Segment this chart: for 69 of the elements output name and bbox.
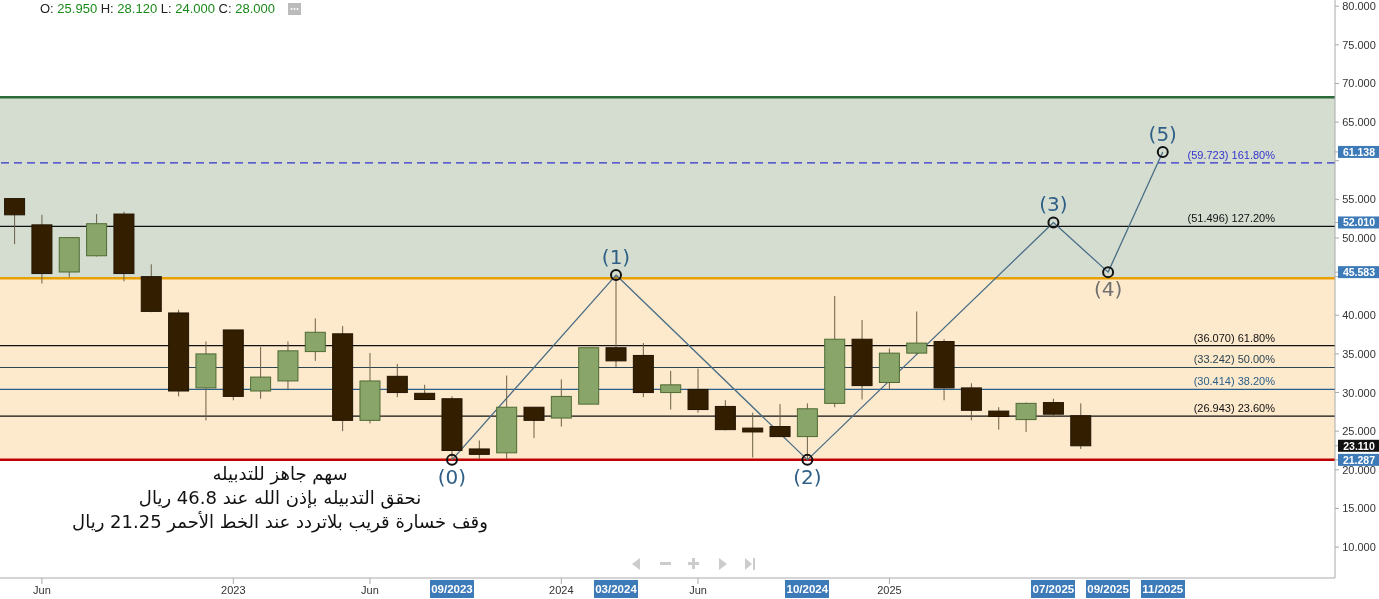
candlestick — [250, 346, 272, 400]
annotation: وقف خسارة قريب بلاتردد عند الخط الأحمر 21.25 ريال — [71, 510, 489, 534]
annotation: سهم جاهز للتدبيله — [212, 463, 348, 484]
y-tick-label: 65.000 — [1342, 116, 1376, 129]
y-tick-label: 20.000 — [1342, 463, 1376, 476]
candlestick — [550, 378, 572, 428]
y-tick-label: 30.000 — [1342, 386, 1376, 399]
candlestick — [687, 368, 709, 414]
y-tick-label: 61.138 — [1342, 145, 1376, 158]
annotation: نحقق التدبيله بإذن الله عند 46.8 ريال — [138, 487, 422, 508]
x-tick-label: 2024 — [549, 583, 574, 596]
y-tick-label: 25.000 — [1342, 425, 1376, 438]
candlestick — [660, 370, 682, 411]
y-tick-label: 40.000 — [1342, 309, 1376, 322]
annotation: (5) — [1147, 121, 1178, 146]
annotation: 03/2024 — [594, 580, 638, 598]
candlestick — [714, 399, 736, 431]
annotation: 10/2024 — [785, 580, 830, 598]
y-tick-label: 45.583 — [1342, 266, 1376, 279]
candlestick — [4, 198, 26, 245]
candlestick — [523, 406, 545, 439]
ref-line-label: (59.723) 161.80% — [1187, 148, 1276, 161]
y-tick-label: 35.000 — [1342, 347, 1376, 360]
annotation: (2) — [792, 464, 823, 489]
annotation: 07/2025 — [1031, 580, 1076, 598]
x-tick-label: 2023 — [221, 583, 246, 596]
annotation: (3) — [1038, 192, 1069, 217]
y-tick-label: 21.287 — [1342, 453, 1376, 466]
point — [801, 453, 814, 466]
y-tick-label: 15.000 — [1342, 502, 1376, 515]
y-tick-label: 75.000 — [1342, 38, 1376, 51]
candlestick — [468, 439, 490, 460]
ref-line-label: (33.242) 50.00% — [1193, 353, 1276, 366]
x-tick-label: Jun — [361, 583, 379, 596]
y-tick-label: 55.000 — [1342, 193, 1376, 206]
ref-line-label: (36.070) 61.80% — [1193, 331, 1276, 344]
y-tick-label: 50.000 — [1342, 232, 1376, 244]
y-tick-label: 52.010 — [1342, 216, 1376, 229]
annotation: (1) — [600, 245, 632, 270]
annotation: (4) — [1092, 277, 1124, 302]
y-tick-label: 80.000 — [1342, 0, 1376, 13]
candlestick — [304, 317, 326, 362]
y-tick-label: 10.000 — [1342, 541, 1376, 554]
y-tick-label: 70.000 — [1342, 77, 1376, 90]
ref-line-label: (30.414) 38.20% — [1193, 375, 1276, 388]
chart-subtitle: O: 25.950 H: 28.120 L: 24.000 C: 28.000 — [40, 1, 275, 16]
candlestick — [386, 363, 408, 398]
annotation: 09/2023 — [429, 580, 474, 598]
x-tick-label: 2025 — [877, 583, 902, 596]
ref-line-label: (51.496) 127.20% — [1187, 212, 1276, 225]
candlestick — [742, 412, 764, 458]
x-tick-label: Jun — [33, 583, 51, 596]
candlestick — [1015, 402, 1037, 433]
point — [610, 269, 623, 282]
point — [1102, 266, 1115, 279]
point — [1156, 145, 1169, 158]
point — [1047, 216, 1060, 229]
annotation: (0) — [436, 464, 468, 489]
candlestick — [1042, 398, 1064, 418]
annotation: 09/2025 — [1086, 580, 1131, 598]
candlestick — [906, 310, 928, 356]
annotation: 11/2025 — [1140, 580, 1185, 598]
candlestick — [988, 406, 1010, 431]
candlestick — [769, 403, 791, 438]
x-tick-label: Jun — [689, 583, 707, 596]
point — [445, 453, 458, 466]
ref-line-label: (26.943) 23.60% — [1193, 402, 1276, 415]
candlestick — [960, 382, 982, 421]
y-tick-label: 23.110 — [1343, 439, 1375, 452]
